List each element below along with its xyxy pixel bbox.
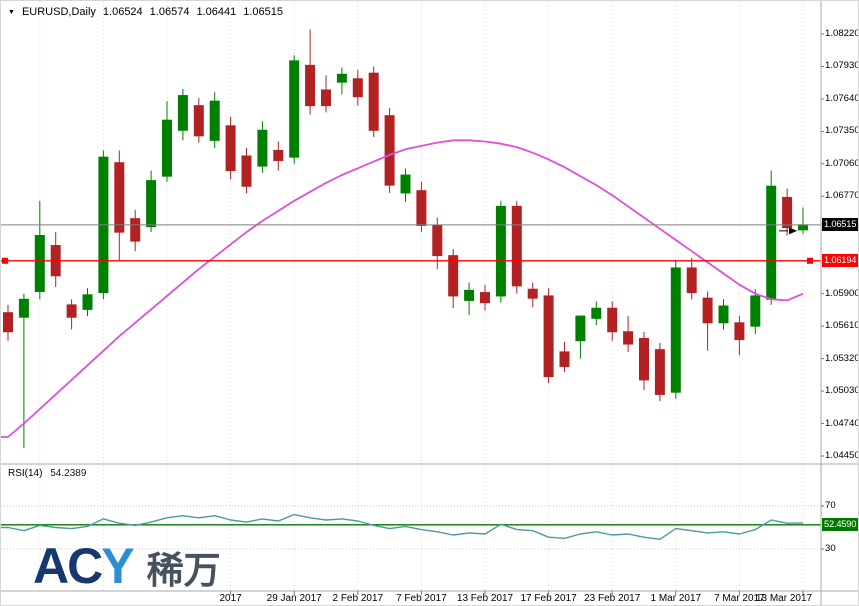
symbol-period-label: EURUSD,Daily <box>21 6 96 18</box>
candle-body <box>480 292 490 304</box>
candle-body <box>289 60 300 158</box>
candle-body <box>623 331 634 345</box>
candle-body <box>654 349 665 395</box>
candle-body <box>702 297 713 324</box>
candle-body <box>718 305 729 324</box>
candle-body <box>114 162 125 233</box>
logo-text-cjk: 稀万 <box>146 550 221 591</box>
last-bar-pointer-arrow-icon <box>789 227 797 235</box>
candle-body <box>34 234 45 292</box>
logo-text-y: Y <box>101 538 134 594</box>
rsi-line <box>1 513 804 540</box>
candle-body <box>432 224 443 257</box>
candle-body <box>400 174 411 194</box>
candle-body <box>798 224 808 231</box>
candle-body <box>416 190 427 226</box>
candle-body <box>639 337 649 381</box>
candle-body <box>225 125 236 172</box>
candle-body <box>607 307 618 333</box>
candle-body <box>368 72 379 131</box>
candle-body <box>559 351 570 367</box>
candle-body <box>511 205 522 287</box>
candle-body <box>336 73 347 83</box>
rsi-indicator-label: RSI(14) 54.2389 <box>8 468 86 479</box>
candle-body <box>495 205 506 297</box>
candle-body <box>734 322 745 341</box>
candle-body <box>82 294 93 310</box>
candle-body <box>464 289 475 301</box>
collapse-arrow-icon[interactable]: ▼ <box>8 8 15 16</box>
candle-body <box>527 288 538 299</box>
candle-body <box>575 315 586 342</box>
candle-body <box>750 295 761 327</box>
candle-body <box>130 218 141 242</box>
logo-text-ac: AC <box>33 538 103 594</box>
rsi-name: RSI(14) <box>8 468 43 479</box>
candle-body <box>18 298 29 318</box>
candle-body <box>66 304 77 318</box>
rsi-current-value: 54.2389 <box>50 468 87 479</box>
candle-body <box>670 267 681 393</box>
candle-body <box>162 119 172 177</box>
ohlc-low-value: 1.06441 <box>196 6 237 18</box>
hline-handle-right[interactable] <box>807 257 813 264</box>
ohlc-high-value: 1.06574 <box>149 6 190 18</box>
ohlc-close-value: 1.06515 <box>243 6 283 18</box>
candle-body <box>686 267 697 294</box>
candle-body <box>193 105 204 137</box>
candle-body <box>209 100 220 141</box>
candle-body <box>257 129 268 167</box>
candle-body <box>543 295 554 378</box>
candle-body <box>591 307 602 319</box>
candle-body <box>782 196 793 229</box>
candle-body <box>321 89 331 107</box>
chart-header: ▼ EURUSD,Daily 1.06524 1.06574 1.06441 1… <box>8 6 283 18</box>
ohlc-open-value: 1.06524 <box>102 6 143 18</box>
candle-body <box>146 180 157 228</box>
acy-logo: AC Y 稀万 <box>33 541 221 591</box>
candle-body <box>305 64 316 107</box>
candle-body <box>3 312 13 333</box>
candle-body <box>384 115 395 186</box>
candle-body <box>177 95 188 131</box>
hline-handle-left[interactable] <box>2 257 8 264</box>
moving-average-line <box>1 139 804 438</box>
candle-body <box>241 155 252 187</box>
candle-body <box>273 149 284 161</box>
candle-body <box>352 78 363 98</box>
candle-body <box>448 255 459 297</box>
candle-body <box>766 185 777 300</box>
